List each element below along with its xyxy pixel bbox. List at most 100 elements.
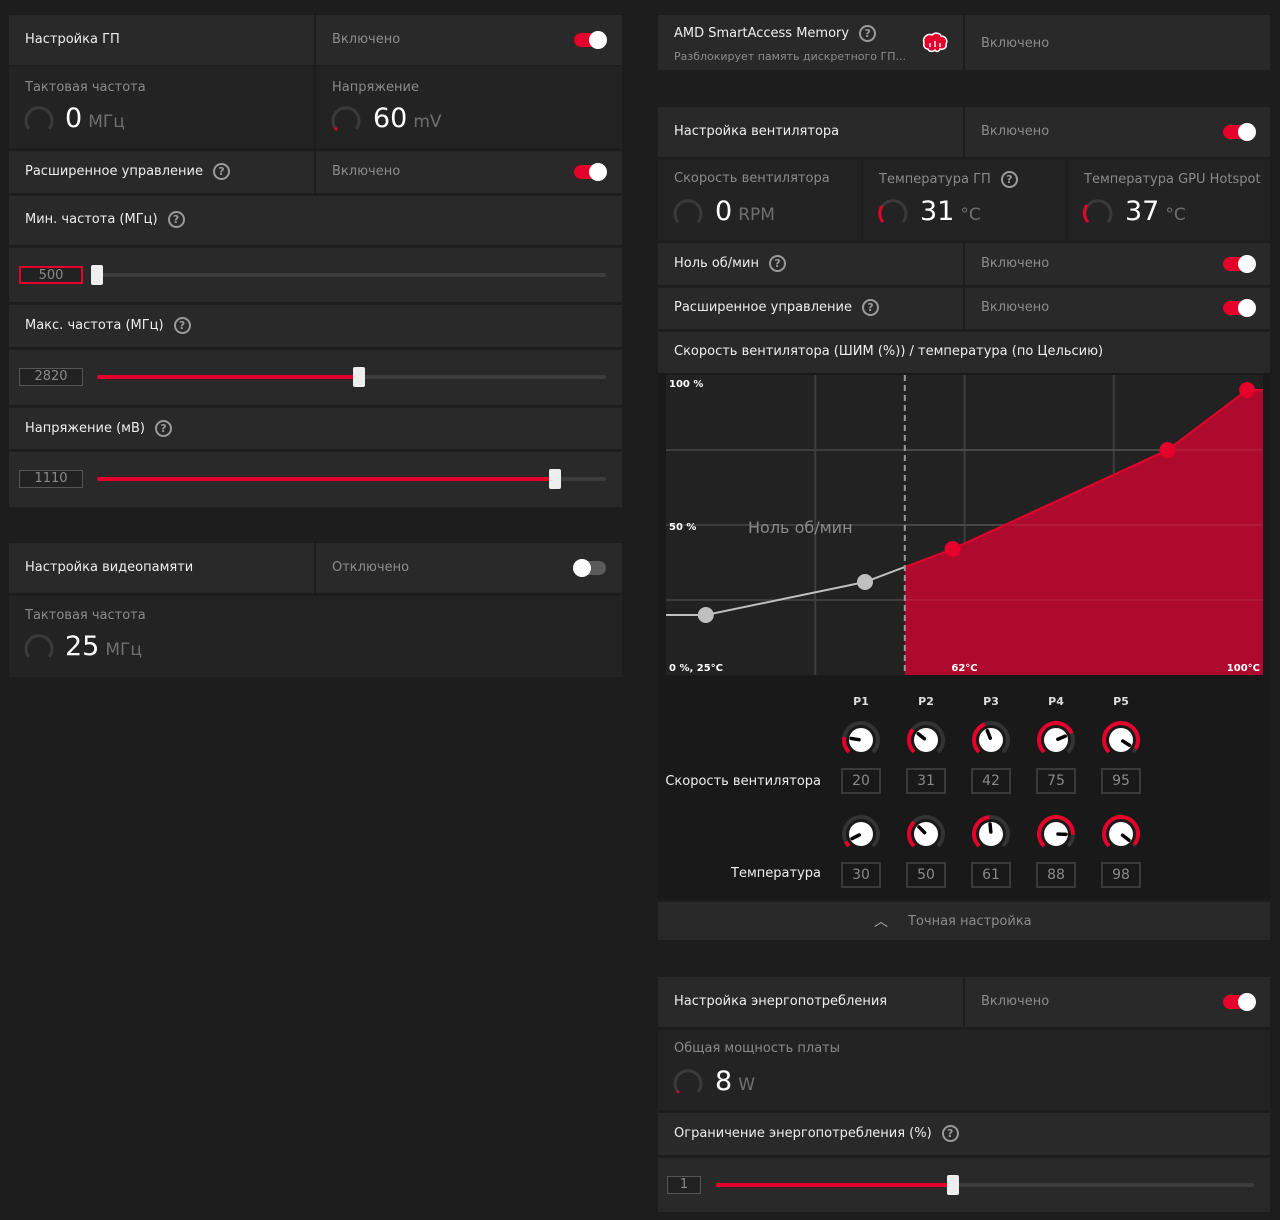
vram-state-cell: Отключено <box>316 543 622 593</box>
vram-clock-metric: Тактовая частота 25 МГц <box>9 596 622 677</box>
curve-point-p2[interactable] <box>857 574 873 590</box>
speed-input-p5[interactable]: 95 <box>1101 768 1141 794</box>
help-icon[interactable]: ? <box>167 211 185 228</box>
voltage-thumb[interactable] <box>549 469 562 489</box>
temp-knob-p5[interactable] <box>1101 814 1141 854</box>
speed-input-p4[interactable]: 75 <box>1036 768 1076 794</box>
voltage-metric: Напряжение 60 mV <box>316 67 622 148</box>
temp-knob-p4[interactable] <box>1036 814 1076 854</box>
zero-rpm-row: Ноль об/мин? <box>658 243 963 285</box>
speed-knob-p5[interactable] <box>1101 720 1141 760</box>
fan-advanced-toggle[interactable] <box>1223 299 1256 317</box>
fan-curve-title: Скорость вентилятора (ШИМ (%)) / темпера… <box>674 344 1104 359</box>
max-freq-slider-row: 2820 <box>9 350 622 405</box>
temp-knob-p2[interactable] <box>906 814 946 854</box>
curve-point-p5[interactable] <box>1239 382 1256 398</box>
min-freq-input[interactable]: 500 <box>19 266 83 284</box>
power-limit-input[interactable]: 1 <box>667 1176 701 1194</box>
vram-toggle[interactable] <box>573 559 606 577</box>
voltage-control-label: Напряжение (мВ)? <box>25 420 172 437</box>
max-freq-input[interactable]: 2820 <box>19 368 83 386</box>
y-tick-label: 50 % <box>669 522 696 533</box>
advanced-control-state: Включено <box>332 164 401 179</box>
temp-input-p5[interactable]: 98 <box>1101 862 1141 888</box>
fan-advanced-row: Расширенное управление? <box>658 288 963 329</box>
sam-state: Включено <box>981 36 1050 51</box>
power-tuning-toggle[interactable] <box>1223 993 1256 1011</box>
help-icon[interactable]: ? <box>861 299 879 316</box>
help-icon[interactable]: ? <box>859 25 877 42</box>
zero-rpm-state-cell: Включено <box>965 243 1270 285</box>
fan-speed-metric: Скорость вентилятора 0 RPM <box>658 160 861 240</box>
max-freq-slider[interactable] <box>97 367 606 387</box>
max-freq-fill <box>97 375 360 379</box>
help-icon[interactable]: ? <box>768 255 786 272</box>
speed-input-p3[interactable]: 42 <box>971 768 1011 794</box>
clock-metric: Тактовая частота 0 МГц <box>9 67 314 148</box>
help-icon[interactable]: ? <box>154 420 172 437</box>
speed-knob-p4[interactable] <box>1036 720 1076 760</box>
speed-input-p1[interactable]: 20 <box>841 768 881 794</box>
temp-knob-p1[interactable] <box>841 814 881 854</box>
speed-input-p2[interactable]: 31 <box>906 768 946 794</box>
fine-tune-toggle[interactable]: ︿ Точная настройка <box>658 902 1270 940</box>
fan-tuning-toggle[interactable] <box>1223 123 1256 141</box>
help-icon[interactable]: ? <box>212 163 230 180</box>
temp-input-p1[interactable]: 30 <box>841 862 881 888</box>
min-freq-slider[interactable] <box>91 265 606 285</box>
curve-point-p4[interactable] <box>1159 442 1176 458</box>
hotspot-gauge-icon <box>1082 199 1113 224</box>
point-label-p5: P5 <box>1113 695 1129 708</box>
advanced-control-row: Расширенное управление? <box>9 151 314 193</box>
vram-state: Отключено <box>332 560 410 575</box>
clock-value: 0 МГц <box>65 103 125 134</box>
gpu-tuning-state: Включено <box>332 32 401 47</box>
point-label-p3: P3 <box>983 695 999 708</box>
min-freq-label: Мин. частота (МГц)? <box>25 211 185 228</box>
power-tuning-title: Настройка энергопотребления <box>674 994 888 1009</box>
fan-curve-chart[interactable]: Ноль об/мин 100 % 50 % 0 %, 25°C 62°C 100°C <box>666 375 1263 675</box>
fan-advanced-label: Расширенное управление? <box>674 299 879 316</box>
voltage-slider[interactable] <box>97 469 606 489</box>
help-icon[interactable]: ? <box>1000 171 1018 188</box>
temp-input-p4[interactable]: 88 <box>1036 862 1076 888</box>
gpu-tuning-toggle[interactable] <box>574 31 607 49</box>
zero-rpm-toggle[interactable] <box>1223 255 1256 273</box>
gpu-temp-value: 31 °C <box>920 196 981 227</box>
gpu-temp-gauge-icon <box>878 199 908 223</box>
speed-knob-p2[interactable] <box>906 720 946 760</box>
fine-tune-label: Точная настройка <box>908 914 1032 929</box>
temp-input-p3[interactable]: 61 <box>971 862 1011 888</box>
zero-rpm-chart-label: Ноль об/мин <box>748 518 853 537</box>
voltage-row: Напряжение (мВ)? <box>9 408 622 449</box>
curve-point-p3[interactable] <box>944 541 961 557</box>
advanced-control-toggle[interactable] <box>574 163 607 181</box>
power-limit-label: Ограничение энергопотребления (%)? <box>674 1125 959 1142</box>
curve-point-p1[interactable] <box>697 607 714 623</box>
fan-advanced-state-cell: Включено <box>965 288 1270 329</box>
hotspot-temp-label: Температура GPU Hotspot? <box>1084 171 1270 188</box>
min-freq-slider-row: 500 <box>9 248 622 302</box>
vram-clock-value: 25 МГц <box>65 631 142 662</box>
temp-knob-p3[interactable] <box>971 814 1011 854</box>
fan-curve-panel: Ноль об/мин 100 % 50 % 0 %, 25°C 62°C 100°C P… <box>658 373 1270 900</box>
min-freq-thumb[interactable] <box>91 265 103 285</box>
voltage-slider-row: 1110 <box>9 452 622 507</box>
clock-label: Тактовая частота <box>25 80 146 95</box>
power-limit-slider[interactable] <box>716 1175 1254 1195</box>
voltage-input[interactable]: 1110 <box>19 470 83 488</box>
speed-knob-p1[interactable] <box>841 720 881 760</box>
voltage-value: 60 mV <box>373 103 442 134</box>
point-label-p4: P4 <box>1048 695 1064 708</box>
speed-knob-p3[interactable] <box>971 720 1011 760</box>
help-icon[interactable]: ? <box>941 1125 959 1142</box>
temp-input-p2[interactable]: 50 <box>906 862 946 888</box>
active-curve-area <box>904 390 1263 675</box>
zero-rpm-state: Включено <box>981 256 1050 271</box>
inactive-curve-line <box>666 566 906 616</box>
max-freq-thumb[interactable] <box>353 367 366 387</box>
power-limit-thumb[interactable] <box>946 1175 959 1195</box>
help-icon[interactable]: ? <box>173 317 191 334</box>
fan-advanced-state: Включено <box>981 300 1050 315</box>
